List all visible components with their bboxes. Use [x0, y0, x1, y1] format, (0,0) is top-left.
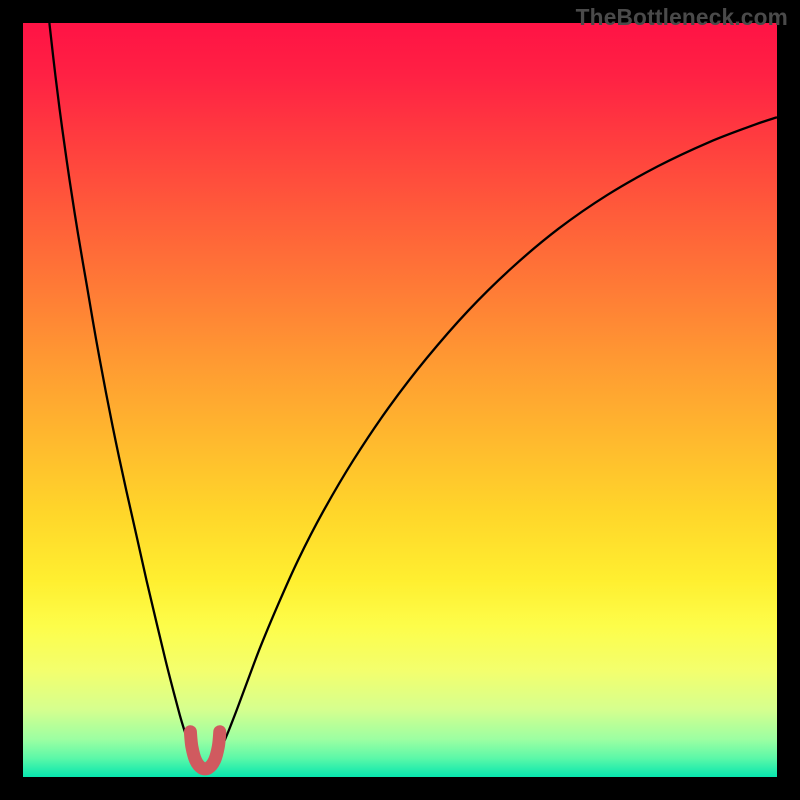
plot-area	[23, 23, 777, 777]
trough-marker	[190, 732, 219, 769]
chart-stage: TheBottleneck.com	[0, 0, 800, 800]
left-branch-path	[49, 23, 191, 748]
watermark-text: TheBottleneck.com	[576, 4, 788, 31]
right-branch-path	[221, 117, 777, 747]
curves-svg	[23, 23, 777, 777]
